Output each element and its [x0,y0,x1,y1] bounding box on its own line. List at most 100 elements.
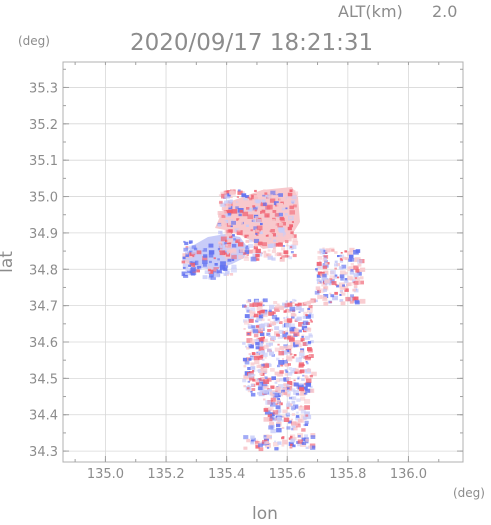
echo-cell [214,247,218,251]
echo-cell [247,333,250,335]
echo-cell [273,312,276,315]
echo-cell [249,330,254,334]
echo-cell [293,354,297,357]
echo-cell [249,239,253,243]
echo-cell [279,346,285,350]
echo-cell [269,239,275,244]
echo-cell [323,301,329,306]
x-tick-label: 136.0 [390,467,427,482]
echo-cell [262,194,266,197]
echo-cell [255,228,260,232]
echo-cell [237,189,241,192]
echo-cell [277,242,283,247]
echo-cell [297,376,300,379]
echo-cell [275,305,279,309]
echo-cell [244,314,250,319]
echo-cell [253,245,258,250]
echo-cell [285,370,289,373]
echo-cell [246,254,249,256]
echo-cell [298,363,304,368]
echo-cell [227,212,232,216]
echo-cell [307,381,312,386]
echo-cell [185,268,189,271]
echo-cell [278,305,285,311]
echo-cell [294,303,298,306]
echo-cell [328,283,332,286]
echo-cell [291,409,294,411]
echo-cell [260,301,264,304]
echo-cell [236,196,239,198]
echo-cell [225,244,232,249]
echo-cell [286,403,291,407]
echo-cell [298,322,304,327]
echo-cell [274,418,277,420]
echo-cell [295,340,301,345]
echo-cell [245,224,249,227]
echo-cell [252,249,255,251]
echo-cell [297,302,302,306]
echo-cell [250,362,255,366]
echo-cell [291,381,297,387]
echo-cell [284,213,288,216]
echo-cell [357,259,363,264]
echo-cell [309,312,312,315]
echo-cell [273,239,277,242]
echo-cell [208,250,215,255]
y-tick-label: 35.3 [29,81,58,96]
echo-cell [304,420,309,425]
echo-cell [253,219,257,223]
echo-cell [307,347,312,351]
echo-cell [254,216,259,219]
echo-cell [218,194,222,197]
echo-cell [264,385,269,389]
echo-cell [338,282,345,288]
echo-cell [265,443,271,448]
echo-cell [353,281,359,285]
echo-cell [275,233,279,236]
echo-cell [306,362,309,365]
echo-cell [242,304,246,308]
echo-cell [246,357,251,361]
echo-cell [224,213,227,216]
echo-cell [284,330,289,334]
echo-cell [267,318,271,321]
echo-cell [217,211,223,215]
echo-cell [268,425,274,430]
echo-cell [300,337,305,342]
echo-cell [221,207,226,211]
echo-cell [299,383,302,386]
y-tick-label: 35.1 [29,154,58,169]
echo-cell [270,335,276,341]
echo-cell [263,389,269,394]
echo-cell [274,253,279,257]
echo-cell [317,271,322,275]
echo-cell [250,256,257,262]
echo-cell [286,406,290,410]
echo-cell [245,195,249,198]
echo-cell [224,249,228,252]
echo-cell [263,232,268,235]
echo-cell [289,216,293,220]
echo-cell [297,377,300,380]
x-tick-label: 135.6 [269,467,306,482]
echo-cell [259,231,263,235]
echo-cell [308,305,313,309]
echo-cell [299,387,305,392]
echo-cell [276,303,280,306]
echo-cell [196,269,200,273]
echo-cell [228,206,233,210]
echo-cell [300,409,306,414]
echo-cell [216,269,222,274]
echo-cell [275,378,280,383]
echo-cell [333,275,338,279]
echo-cell [224,230,228,233]
echo-cell [272,322,277,326]
echo-cell [286,401,291,405]
echo-cell [260,341,264,344]
echo-cell [255,299,259,303]
echo-cell [278,384,284,389]
echo-cell [303,382,307,386]
echo-cell [281,255,285,259]
echo-cell [308,354,314,358]
